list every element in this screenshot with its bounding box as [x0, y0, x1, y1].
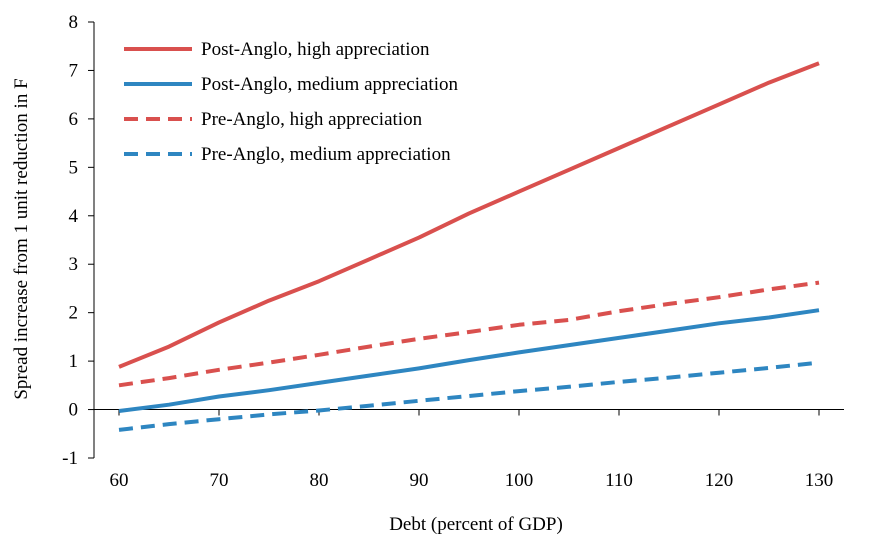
x-tick-label: 110 [605, 470, 633, 491]
y-tick-label: 7 [69, 60, 79, 81]
y-axis-title: Spread increase from 1 unit reduction in… [11, 78, 32, 399]
y-tick-label: 8 [69, 12, 79, 33]
x-tick-label: 100 [505, 470, 534, 491]
legend-label: Post-Anglo, medium appreciation [201, 74, 458, 95]
x-tick-label: 90 [410, 470, 429, 491]
y-axis: -1 0 1 2 3 4 5 6 7 8 [62, 12, 94, 469]
y-tick-label: 2 [69, 303, 79, 324]
legend-label: Post-Anglo, high appreciation [201, 39, 430, 60]
y-tick-label: 3 [69, 254, 79, 275]
series-lines [118, 61, 820, 432]
x-tick-label: 130 [805, 470, 834, 491]
series-line-pre-anglo-high-appreciation [118, 280, 820, 388]
x-tick-label: 80 [310, 470, 329, 491]
y-tick-label: 4 [69, 206, 79, 227]
x-axis: 60 70 80 90 100 110 120 130 [110, 409, 834, 491]
series-line-post-anglo-high-appreciation [118, 61, 820, 369]
y-tick-label: -1 [62, 448, 78, 469]
x-tick-label: 120 [705, 470, 734, 491]
x-tick-label: 70 [210, 470, 229, 491]
y-tick-label: 0 [69, 400, 79, 421]
y-tick-label: 5 [69, 157, 79, 178]
series-line-pre-anglo-medium-appreciation [118, 360, 820, 432]
legend-label: Pre-Anglo, high appreciation [201, 109, 423, 130]
x-tick-label: 60 [110, 470, 129, 491]
x-axis-title: Debt (percent of GDP) [389, 514, 563, 535]
legend: Post-Anglo, high appreciation Post-Anglo,… [124, 39, 458, 165]
y-tick-label: 1 [69, 351, 79, 372]
series-line-post-anglo-medium-appreciation [118, 308, 820, 413]
y-tick-label: 6 [69, 109, 79, 130]
legend-label: Pre-Anglo, medium appreciation [201, 144, 451, 165]
